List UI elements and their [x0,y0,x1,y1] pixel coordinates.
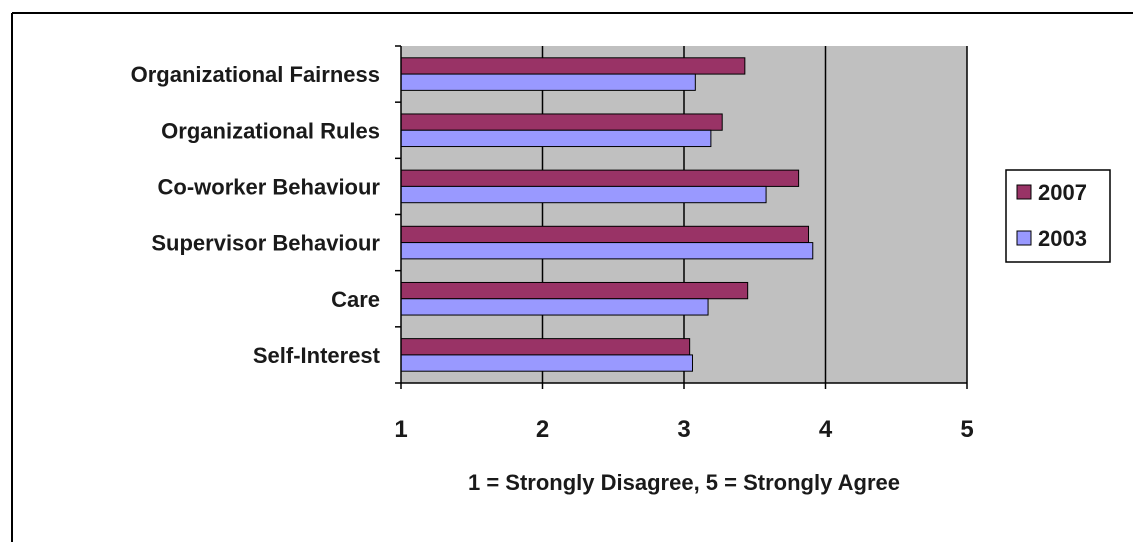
legend: 2007 2003 [1005,169,1111,263]
category-label: Organizational Fairness [131,62,380,87]
bar-2003-organizational-fairness [400,73,696,91]
x-tick-label: 5 [960,416,973,443]
category-label: Self-Interest [253,343,381,368]
x-tick-label: 1 [394,416,407,443]
legend-swatch-2007 [1016,184,1032,200]
category-label: Care [331,287,380,312]
legend-label-2003: 2003 [1038,226,1087,251]
bar-2007-organizational-rules [400,113,723,131]
legend-label-2007: 2007 [1038,180,1087,205]
bar-2003-co-worker-behaviour [400,185,767,204]
bar-2003-supervisor-behaviour [400,242,814,260]
bar-2007-co-worker-behaviour [400,169,800,187]
category-label: Organizational Rules [161,118,380,143]
x-axis-label: 1 = Strongly Disagree, 5 = Strongly Agre… [468,470,900,495]
bar-2003-organizational-rules [400,129,712,148]
category-label: Co-worker Behaviour [158,174,381,199]
bar-2007-organizational-fairness [400,57,746,75]
bar-2007-supervisor-behaviour [400,225,810,244]
category-label: Supervisor Behaviour [151,231,380,256]
bar-2003-self-interest [400,354,693,372]
bar-2007-self-interest [400,338,691,356]
x-tick-label: 3 [677,416,690,443]
bar-2003-care [400,298,709,316]
bar-2007-care [400,281,749,300]
x-tick-label: 4 [819,416,833,443]
x-tick-label: 2 [536,416,549,443]
legend-swatch-2003 [1016,230,1032,246]
